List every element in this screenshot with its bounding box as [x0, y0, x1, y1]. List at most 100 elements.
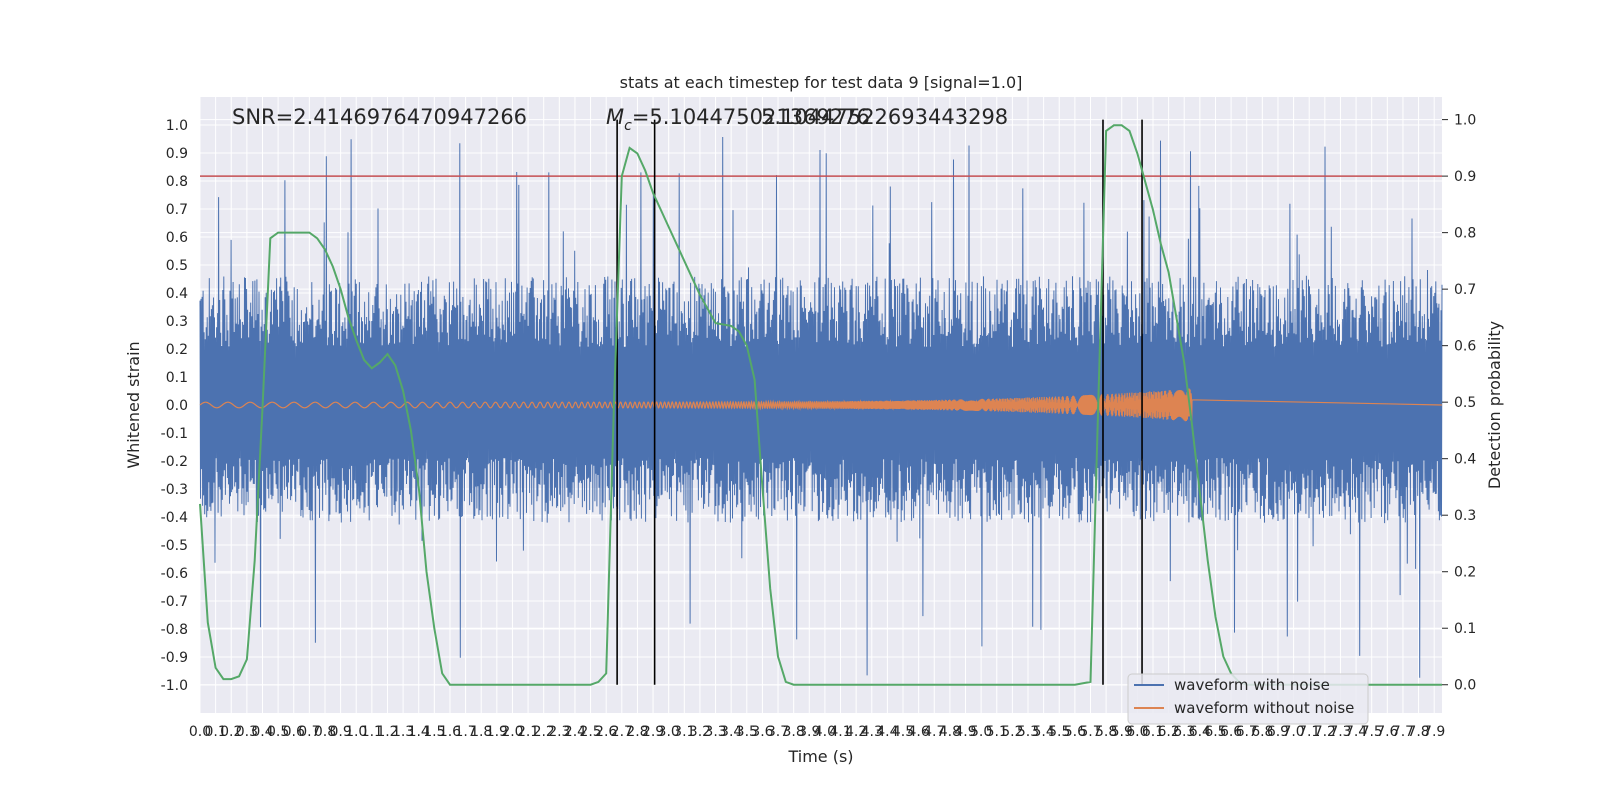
y2-tick-label: 0.3 [1454, 508, 1476, 524]
overlay-lines [200, 119, 1442, 685]
x-tick-label: 5.9 [1111, 724, 1133, 740]
clean-waveform-line [199, 388, 1443, 422]
x-tick-label: 6.8 [1251, 724, 1273, 740]
x-tick-label: 0.5 [267, 724, 289, 740]
chirp-mass-symbol: M [606, 105, 624, 129]
legend-box [1127, 673, 1369, 725]
x-tick-label: 5.4 [1032, 724, 1054, 740]
x-tick-label: 7.6 [1376, 724, 1398, 740]
x-tick-label: 2.5 [579, 724, 601, 740]
x-tick-label: 6.0 [1126, 724, 1148, 740]
x-tick-label: 4.6 [908, 724, 930, 740]
x-tick-label: 3.0 [658, 724, 680, 740]
x-tick-label: 1.8 [470, 724, 492, 740]
x-tick-label: 0.2 [220, 724, 242, 740]
x-tick-label: 6.7 [1236, 724, 1258, 740]
y2-tick-label: 0.5 [1454, 395, 1476, 411]
y-tick-label: -0.7 [161, 594, 188, 610]
x-tick-label: 6.9 [1267, 724, 1289, 740]
x-tick-label: 1.4 [408, 724, 430, 740]
x-tick-label: 4.7 [923, 724, 945, 740]
y-tick-label: 0.8 [166, 174, 188, 190]
x-tick-label: 7.4 [1345, 724, 1367, 740]
x-tick-label: 7.1 [1298, 724, 1320, 740]
x-tick-label: 5.0 [970, 724, 992, 740]
x-tick-label: 7.5 [1361, 724, 1383, 740]
x-tick-label: 4.3 [861, 724, 883, 740]
x-tick-label: 3.3 [704, 724, 726, 740]
x-tick-label: 3.4 [720, 724, 742, 740]
x-tick-label: 5.5 [1048, 724, 1070, 740]
x-tick-label: 4.2 [845, 724, 867, 740]
y2-tick-label: 0.8 [1454, 226, 1476, 242]
x-tick-label: 6.3 [1173, 724, 1195, 740]
x-tick-label: 1.3 [392, 724, 414, 740]
x-tick-label: 6.1 [1142, 724, 1164, 740]
x-tick-label: 4.5 [892, 724, 914, 740]
x-tick-label: 3.7 [767, 724, 789, 740]
x-tick-label: 2.2 [533, 724, 555, 740]
x-tick-label: 0.7 [298, 724, 320, 740]
y-tick-label: 0.3 [166, 314, 188, 330]
chirp-mass-value: =5.104475021369276 [632, 105, 870, 129]
x-tick-label: 1.1 [361, 724, 383, 740]
x-tick-label: 4.8 [939, 724, 961, 740]
x-tick-label: 0.8 [314, 724, 336, 740]
y2-tick-label: 1.0 [1454, 113, 1476, 129]
y-tick-label: 0.6 [166, 230, 188, 246]
x-tick-label: 5.2 [1001, 724, 1023, 740]
y-axis-label: Whitened strain [124, 341, 143, 468]
x-tick-label: 1.6 [439, 724, 461, 740]
y-tick-label: -0.9 [161, 650, 188, 666]
y2-tick-label: 0.9 [1454, 169, 1476, 185]
chirp-mass-subscript: c [624, 118, 632, 134]
y-tick-label: -0.4 [161, 510, 188, 526]
x-tick-label: 7.0 [1282, 724, 1304, 740]
y-tick-label: -0.2 [161, 454, 188, 470]
y2-tick-label: 0.0 [1454, 678, 1476, 694]
x-tick-label: 4.0 [814, 724, 836, 740]
x-tick-label: 5.8 [1095, 724, 1117, 740]
y-tick-label: -1.0 [161, 678, 188, 694]
chirp-mass-overlap-annotation: 5.10447522693443298 [761, 105, 1008, 129]
x-tick-label: 4.1 [829, 724, 851, 740]
x-tick-label: 0.0 [189, 724, 211, 740]
y-tick-label: 0.7 [166, 202, 188, 218]
y-tick-label: -0.6 [161, 566, 188, 582]
x-tick-label: 2.6 [595, 724, 617, 740]
y-tick-label: -0.3 [161, 482, 188, 498]
detection-probability-series [199, 124, 1442, 686]
x-tick-label: 7.9 [1423, 724, 1445, 740]
x-tick-label: 0.6 [283, 724, 305, 740]
x-tick-label: 6.2 [1157, 724, 1179, 740]
x-tick-label: 1.9 [486, 724, 508, 740]
x-tick-label: 3.2 [689, 724, 711, 740]
detection-probability-line [199, 124, 1442, 686]
x-tick-label: 2.0 [501, 724, 523, 740]
y2-tick-label: 0.1 [1454, 621, 1476, 637]
x-tick-label: 6.6 [1220, 724, 1242, 740]
x-tick-label: 2.4 [564, 724, 586, 740]
x-tick-label: 2.9 [642, 724, 664, 740]
x-tick-label: 3.6 [751, 724, 773, 740]
x-tick-label: 1.7 [454, 724, 476, 740]
y-tick-label: 0.5 [166, 258, 188, 274]
chart-title: stats at each timestep for test data 9 [… [620, 73, 1023, 92]
y2-tick-label: 0.2 [1454, 565, 1476, 581]
waveform-without-noise-series [199, 388, 1443, 422]
x-tick-label: 1.0 [345, 724, 367, 740]
x-tick-label: 5.3 [1017, 724, 1039, 740]
x-tick-label: 2.3 [548, 724, 570, 740]
x-tick-label: 3.5 [736, 724, 758, 740]
y2-tick-label: 0.4 [1454, 452, 1476, 468]
x-tick-label: 7.7 [1392, 724, 1414, 740]
x-tick-label: 6.4 [1189, 724, 1211, 740]
y-tick-label: -0.1 [161, 426, 188, 442]
chirp-mass-annotation: Mc=5.104475021369276 [606, 105, 870, 134]
y-tick-label: -0.5 [161, 538, 188, 554]
x-tick-label: 5.1 [986, 724, 1008, 740]
x-tick-label: 0.1 [204, 724, 226, 740]
x-tick-label: 7.3 [1329, 724, 1351, 740]
